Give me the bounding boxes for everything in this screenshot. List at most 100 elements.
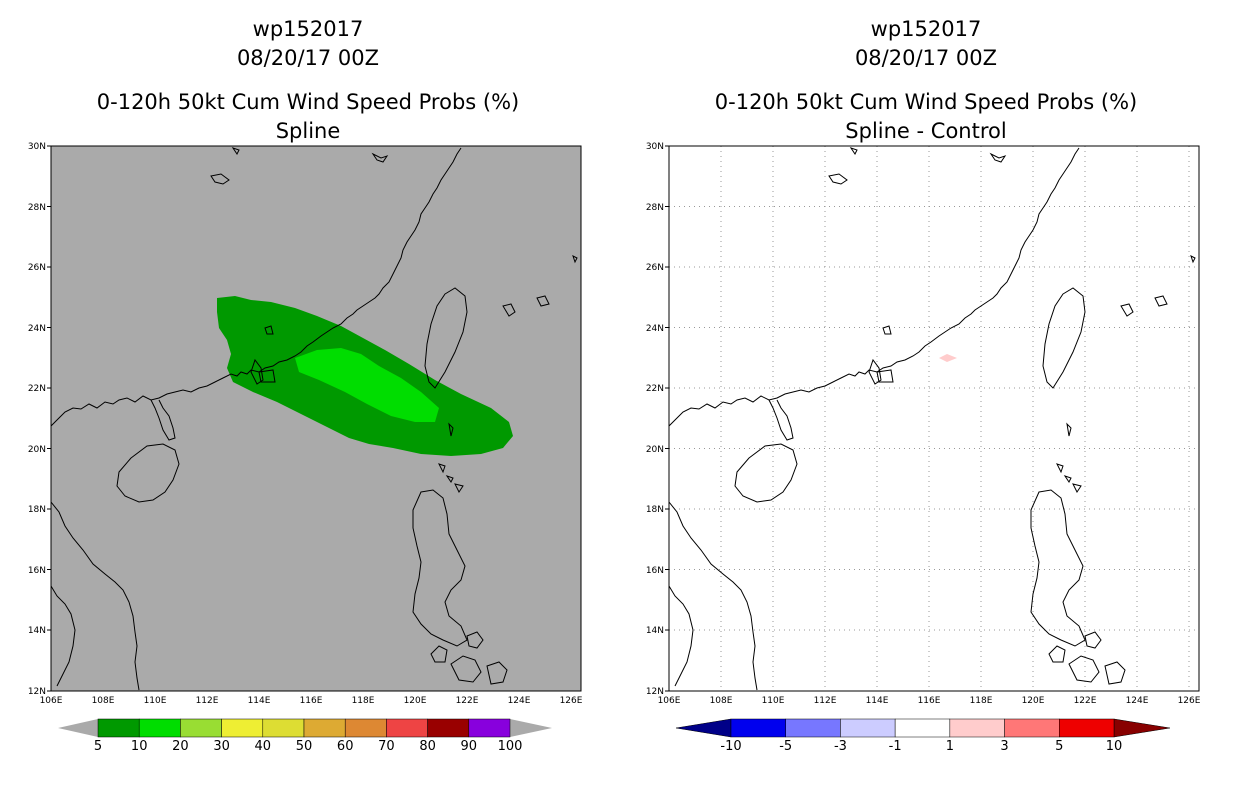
left-title-product: 0-120h 50kt Cum Wind Speed Probs (%) xyxy=(96,90,520,114)
lon-label: 122E xyxy=(1074,696,1097,706)
lon-label: 118E xyxy=(970,696,993,706)
lon-label: 114E xyxy=(248,696,271,706)
colorbar-swatch xyxy=(894,718,951,738)
lat-label: 26N xyxy=(646,263,664,273)
colorbar-label: 20 xyxy=(172,739,189,754)
lon-label: 122E xyxy=(456,696,479,706)
right-lat-axis: 30N 28N 26N 24N 22N 20N 18N 16N 14N 12N xyxy=(646,142,669,697)
lat-label: 28N xyxy=(646,203,664,213)
lat-label: 16N xyxy=(646,566,664,576)
lat-label: 16N xyxy=(28,566,46,576)
colorbar-label: -3 xyxy=(834,739,847,754)
left-title-date: 08/20/17 00Z xyxy=(236,46,380,70)
lat-label: 20N xyxy=(28,445,46,455)
lon-label: 112E xyxy=(814,696,837,706)
right-map-grid xyxy=(669,146,1199,691)
colorbar-swatch xyxy=(785,718,841,738)
left-title-storm: wp152017 xyxy=(252,17,364,41)
colorbar-swatch xyxy=(427,718,470,738)
right-title-product: 0-120h 50kt Cum Wind Speed Probs (%) xyxy=(714,90,1138,114)
colorbar-label: 5 xyxy=(94,739,102,754)
lat-label: 18N xyxy=(28,505,46,515)
colorbar-label: 30 xyxy=(213,739,230,754)
colorbar-label: 10 xyxy=(1106,739,1123,754)
colorbar-label: 3 xyxy=(1000,739,1008,754)
lon-label: 120E xyxy=(404,696,427,706)
colorbar-swatch xyxy=(344,718,387,738)
colorbar-label: -1 xyxy=(889,739,902,754)
lon-label: 112E xyxy=(196,696,219,706)
left-title-method: Spline xyxy=(275,119,341,143)
colorbar-low-end xyxy=(58,719,98,737)
colorbar-swatch xyxy=(386,718,428,738)
diff-contour-1 xyxy=(939,354,957,362)
lat-label: 18N xyxy=(646,505,664,515)
lat-label: 30N xyxy=(646,142,664,152)
lon-label: 108E xyxy=(92,696,115,706)
lon-label: 110E xyxy=(762,696,785,706)
colorbar-swatch xyxy=(949,718,1005,738)
left-map-frame xyxy=(50,145,582,692)
lon-label: 126E xyxy=(560,696,583,706)
lon-label: 108E xyxy=(710,696,733,706)
colorbar-swatch xyxy=(97,718,140,738)
colorbar-label: 10 xyxy=(131,739,148,754)
lon-label: 126E xyxy=(1178,696,1201,706)
lon-label: 118E xyxy=(352,696,375,706)
right-map-frame xyxy=(668,145,1200,692)
colorbar-label: 1 xyxy=(946,739,954,754)
colorbar-label: -10 xyxy=(720,739,741,754)
right-map: 30N 28N 26N 24N 22N 20N 18N 16N 14N 12N … xyxy=(646,142,1201,706)
lat-label: 14N xyxy=(28,626,46,636)
lat-label: 22N xyxy=(646,384,664,394)
lat-label: 12N xyxy=(646,687,664,697)
colorbar-high-end xyxy=(510,719,552,737)
lat-label: 28N xyxy=(28,203,46,213)
colorbar-label: 5 xyxy=(1055,739,1063,754)
lon-label: 106E xyxy=(40,696,63,706)
lon-label: 116E xyxy=(300,696,323,706)
colorbar-swatch xyxy=(468,718,511,738)
colorbar-label: 50 xyxy=(296,739,313,754)
right-map-background xyxy=(669,146,1199,691)
right-title-storm: wp152017 xyxy=(870,17,982,41)
lon-label: 114E xyxy=(866,696,889,706)
colorbar-high-end xyxy=(1113,718,1171,738)
right-title-method: Spline - Control xyxy=(845,119,1007,143)
lon-label: 120E xyxy=(1022,696,1045,706)
lat-label: 24N xyxy=(28,324,46,334)
left-colorbar: 5 10 20 30 40 50 60 70 80 90 100 xyxy=(58,718,552,754)
lat-label: 26N xyxy=(28,263,46,273)
lon-label: 124E xyxy=(1126,696,1149,706)
lat-label: 20N xyxy=(646,445,664,455)
colorbar-swatch xyxy=(1004,718,1060,738)
colorbar-swatch xyxy=(303,718,346,738)
colorbar-low-end xyxy=(675,718,732,738)
colorbar-swatch xyxy=(840,718,896,738)
left-lon-axis: 106E 108E 110E 112E 114E 116E 118E 120E … xyxy=(40,696,583,706)
left-lat-axis: 30N 28N 26N 24N 22N 20N 18N 16N 14N 12N xyxy=(28,142,51,697)
colorbar-swatch xyxy=(138,718,181,738)
prob-contour-10 xyxy=(295,348,439,422)
colorbar-swatch xyxy=(221,718,264,738)
lat-label: 22N xyxy=(28,384,46,394)
lon-label: 110E xyxy=(144,696,167,706)
colorbar-label: 70 xyxy=(378,739,395,754)
colorbar-swatch xyxy=(262,718,305,738)
colorbar-label: 100 xyxy=(498,739,523,754)
left-map: 30N 28N 26N 24N 22N 20N 18N 16N 14N 12N … xyxy=(28,142,583,706)
lon-label: 116E xyxy=(918,696,941,706)
colorbar-label: 90 xyxy=(461,739,478,754)
colorbar-label: 40 xyxy=(255,739,272,754)
colorbar-label: -5 xyxy=(779,739,792,754)
colorbar-swatch xyxy=(180,718,222,738)
colorbar-label: 60 xyxy=(337,739,354,754)
lon-label: 124E xyxy=(508,696,531,706)
right-lon-axis: 106E 108E 110E 112E 114E 116E 118E 120E … xyxy=(658,696,1201,706)
right-colorbar: -10 -5 -3 -1 1 3 5 10 xyxy=(675,718,1171,754)
lat-label: 14N xyxy=(646,626,664,636)
lat-label: 30N xyxy=(28,142,46,152)
colorbar-swatch xyxy=(730,718,786,738)
colorbar-label: 80 xyxy=(419,739,436,754)
